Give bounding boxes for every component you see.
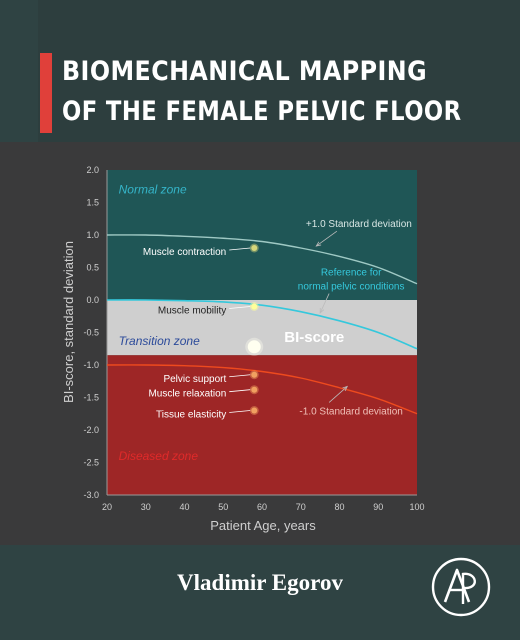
minus-one-sd-line <box>106 364 418 415</box>
y-tick-label: 0.5 <box>86 263 99 273</box>
bi-score-point-label: BI-score <box>284 329 344 346</box>
muscle-relaxation-point-label: Muscle relaxation <box>148 389 226 400</box>
x-tick-label: 20 <box>102 502 112 512</box>
tissue-elasticity-point-leader <box>229 410 251 413</box>
muscle-contraction-point-leader <box>229 247 251 251</box>
muscle-relaxation-point-leader <box>229 389 251 393</box>
title-line-1: BIOMECHANICAL MAPPING <box>62 56 428 87</box>
x-tick-label: 30 <box>141 502 151 512</box>
transition-zone-label: Transition zone <box>119 334 200 348</box>
title-band-edge <box>0 0 38 142</box>
bi-score-point <box>247 340 261 354</box>
y-tick-label: -1.0 <box>83 360 99 370</box>
minus-one-sd-annotation-arrow <box>328 386 348 403</box>
author-name: Vladimir Egorov <box>177 570 343 595</box>
title-line-2: OF THE FEMALE PELVIC FLOOR <box>62 96 462 127</box>
y-axis-label: BI-score, standard deviation <box>61 241 76 403</box>
title-band <box>0 0 520 142</box>
x-tick-label: 70 <box>296 502 306 512</box>
plus-one-sd-line <box>106 234 418 285</box>
muscle-mobility-point <box>251 303 258 310</box>
x-tick-label: 100 <box>409 502 424 512</box>
pelvic-support-point-leader <box>229 374 251 378</box>
reference-annotation-line2-arrow <box>319 293 330 314</box>
y-tick-label: 0.0 <box>86 295 99 305</box>
tissue-elasticity-point <box>251 407 258 414</box>
reference-line <box>106 299 418 350</box>
y-tick-label: 2.0 <box>86 165 99 175</box>
muscle-relaxation-point <box>251 386 258 393</box>
x-axis-label: Patient Age, years <box>210 518 316 533</box>
muscle-mobility-point-label: Muscle mobility <box>158 306 226 317</box>
y-tick-label: -0.5 <box>83 328 99 338</box>
y-tick-label: -2.5 <box>83 458 99 468</box>
y-tick-label: -1.5 <box>83 393 99 403</box>
muscle-contraction-point-label: Muscle contraction <box>143 247 226 258</box>
minus-one-sd-annotation: -1.0 Standard deviation <box>299 406 402 417</box>
tissue-elasticity-point-label: Tissue elasticity <box>156 410 226 421</box>
muscle-contraction-point <box>251 245 258 251</box>
diseased-zone-label: Diseased zone <box>119 449 199 463</box>
x-tick-label: 80 <box>334 502 344 512</box>
normal-zone-label: Normal zone <box>119 183 187 197</box>
y-tick-label: -2.0 <box>83 425 99 435</box>
elsevier-ap-logo-icon <box>431 557 491 617</box>
diseased-zone <box>107 355 417 495</box>
pelvic-support-point <box>251 371 258 378</box>
x-tick-label: 40 <box>179 502 189 512</box>
x-tick-label: 90 <box>373 502 383 512</box>
plus-one-sd-annotation-arrow <box>316 230 338 247</box>
y-tick-label: -3.0 <box>83 490 99 500</box>
minus-one-sd-annotation-arrowhead <box>342 385 349 392</box>
reference-annotation-line2: normal pelvic conditions <box>298 282 405 293</box>
chart-area: Normal zone Transition zone Diseased zone … <box>0 150 520 545</box>
muscle-mobility-point-leader <box>229 306 251 309</box>
x-tick-label: 60 <box>257 502 267 512</box>
plus-one-sd-annotation-arrowhead <box>315 241 322 247</box>
reference-annotation-line1: Reference for <box>321 267 382 278</box>
y-tick-label: 1.5 <box>86 198 99 208</box>
x-tick-label: 50 <box>218 502 228 512</box>
plus-one-sd-annotation: +1.0 Standard deviation <box>306 219 412 230</box>
pelvic-support-point-label: Pelvic support <box>163 374 226 385</box>
reference-annotation-line2-arrowhead <box>319 307 325 314</box>
title-accent-bar <box>40 53 52 133</box>
y-tick-label: 1.0 <box>86 230 99 240</box>
